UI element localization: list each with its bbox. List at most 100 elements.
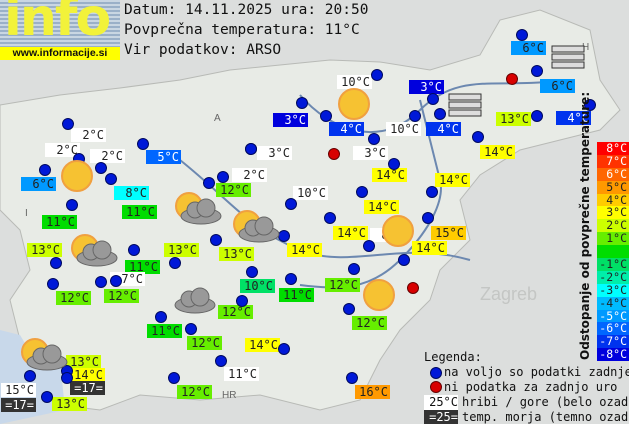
scale-row: 5°C (597, 180, 629, 194)
station-dot[interactable] (155, 311, 167, 323)
legend-mountain-sample: 25°C (424, 395, 458, 410)
station-dot[interactable] (356, 186, 368, 198)
station-dot[interactable] (24, 370, 36, 382)
station-dot-no-data[interactable] (506, 73, 518, 85)
station-dot[interactable] (217, 171, 229, 183)
scale-row (597, 245, 629, 259)
station-dot[interactable] (285, 273, 297, 285)
logo-word: info (4, 0, 111, 48)
country-hungary: H (582, 42, 589, 53)
date-line: Datum: 14.11.2025 ura: 20:50 (124, 2, 369, 18)
station-dot[interactable] (348, 263, 360, 275)
station-dot[interactable] (39, 164, 51, 176)
station-dot[interactable] (95, 162, 107, 174)
station-dot[interactable] (47, 278, 59, 290)
deviation-scale: 8°C 7°C 6°C 5°C 4°C 3°C 2°C 1°C -1°C -2°C -3°C -4°C… (597, 142, 629, 362)
station-dot[interactable] (105, 173, 117, 185)
station-temperature: 6°C (21, 177, 56, 191)
station-dot[interactable] (531, 110, 543, 122)
station-temperature: 14°C (287, 243, 322, 257)
station-dot[interactable] (61, 372, 73, 384)
station-temperature: 2°C (232, 168, 267, 182)
station-dot[interactable] (427, 93, 439, 105)
station-temperature: 10°C (240, 279, 275, 293)
station-dot[interactable] (62, 118, 74, 130)
station-dot[interactable] (66, 199, 78, 211)
station-dot[interactable] (346, 372, 358, 384)
station-temperature: 13°C (52, 397, 87, 411)
station-dot[interactable] (245, 143, 257, 155)
station-dot[interactable] (215, 355, 227, 367)
station-dot[interactable] (398, 254, 410, 266)
scale-row: 6°C (597, 167, 629, 181)
station-dot[interactable] (368, 133, 380, 145)
logo[interactable]: info www.informacije.si (0, 0, 120, 60)
station-temperature: 4°C (556, 111, 591, 125)
station-dot[interactable] (128, 244, 140, 256)
legend-sea-sample: =25= (424, 410, 458, 424)
station-temperature: 13°C (27, 243, 62, 257)
station-dot-no-data[interactable] (328, 148, 340, 160)
station-dot[interactable] (41, 391, 53, 403)
station-dot[interactable] (110, 275, 122, 287)
scale-row: 4°C (597, 193, 629, 207)
station-temperature: 15°C (431, 226, 466, 240)
station-temperature: 12°C (177, 385, 212, 399)
station-temperature: 11°C (224, 367, 259, 381)
station-dot[interactable] (169, 257, 181, 269)
logo-url[interactable]: www.informacije.si (0, 47, 120, 60)
station-dot[interactable] (426, 186, 438, 198)
station-dot[interactable] (296, 97, 308, 109)
sun-icon (363, 279, 395, 311)
station-temperature: 16°C (355, 385, 390, 399)
station-dot-no-data[interactable] (407, 282, 419, 294)
station-temperature: 11°C (147, 324, 182, 338)
sun-icon (61, 160, 93, 192)
station-dot[interactable] (409, 110, 421, 122)
station-dot[interactable] (343, 303, 355, 315)
station-dot[interactable] (472, 131, 484, 143)
scale-row: 2°C (597, 219, 629, 233)
scale-row: -6°C (597, 322, 629, 336)
station-dot[interactable] (285, 198, 297, 210)
station-dot[interactable] (363, 240, 375, 252)
station-temperature: 2°C (45, 143, 80, 157)
station-dot[interactable] (531, 65, 543, 77)
station-dot[interactable] (95, 276, 107, 288)
station-dot[interactable] (320, 110, 332, 122)
legend-red-dot: ni podatka za zadnjo uro (444, 380, 618, 394)
station-temperature: =17= (1, 398, 36, 412)
legend-title: Legenda: (424, 350, 482, 364)
fog-icon (551, 45, 585, 69)
station-dot[interactable] (50, 257, 62, 269)
station-temperature: 13°C (164, 243, 199, 257)
scale-row: 1°C (597, 232, 629, 246)
station-temperature: 11°C (122, 205, 157, 219)
station-dot[interactable] (185, 323, 197, 335)
station-temperature: 10°C (337, 75, 372, 89)
station-temperature: 12°C (218, 305, 253, 319)
station-dot[interactable] (278, 343, 290, 355)
country-austria: A (214, 113, 221, 124)
station-dot[interactable] (584, 99, 596, 111)
station-temperature: 3°C (353, 146, 388, 160)
station-dot[interactable] (168, 372, 180, 384)
station-dot[interactable] (388, 158, 400, 170)
station-dot[interactable] (422, 212, 434, 224)
station-dot[interactable] (324, 212, 336, 224)
station-dot[interactable] (210, 234, 222, 246)
station-dot[interactable] (203, 177, 215, 189)
station-temperature: 14°C (480, 145, 515, 159)
partly-cloudy-icon (71, 234, 118, 267)
station-dot[interactable] (371, 69, 383, 81)
red-dot-icon (430, 381, 442, 393)
station-dot[interactable] (434, 108, 446, 120)
station-dot[interactable] (137, 138, 149, 150)
station-dot[interactable] (246, 266, 258, 278)
scale-row: -5°C (597, 309, 629, 323)
station-dot[interactable] (516, 29, 528, 41)
scale-row: 3°C (597, 206, 629, 220)
legend-sea: temp. morja (temno ozadje) (462, 410, 629, 424)
station-dot[interactable] (236, 295, 248, 307)
station-temperature: 10°C (293, 186, 328, 200)
